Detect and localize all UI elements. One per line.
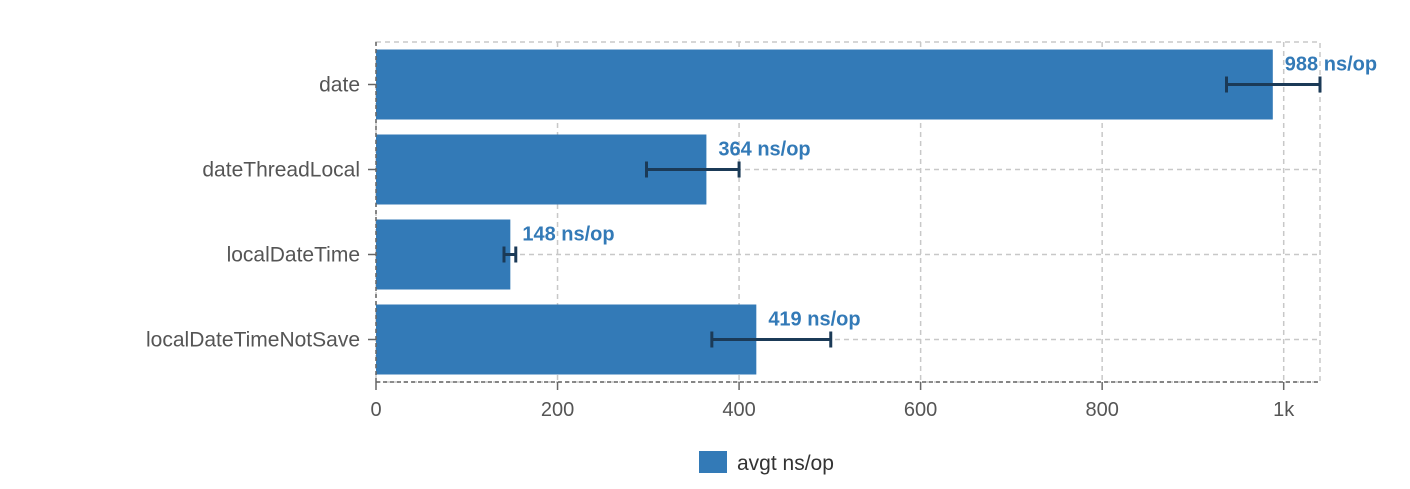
bar-localDateTimeNotSave xyxy=(376,304,757,375)
data-label-dateThreadLocal: 364 ns/op xyxy=(718,139,810,161)
bar-localDateTime xyxy=(376,219,511,290)
x-tick-label-0: 0 xyxy=(370,399,381,421)
legend-item: avgt ns/op xyxy=(699,451,834,475)
error-bar-dateThreadLocal xyxy=(644,161,741,178)
x-tick-label-5: 1k xyxy=(1273,399,1295,421)
x-tick-label-4: 800 xyxy=(1085,399,1118,421)
x-tick-label-2: 400 xyxy=(722,399,755,421)
data-label-localDateTimeNotSave: 419 ns/op xyxy=(768,309,860,331)
data-label-localDateTime: 148 ns/op xyxy=(522,224,614,246)
category-label-dateThreadLocal: dateThreadLocal xyxy=(202,159,360,182)
error-bar-localDateTimeNotSave xyxy=(710,331,833,348)
axes xyxy=(368,42,1320,390)
legend-swatch xyxy=(699,451,727,473)
x-tick-label-1: 200 xyxy=(541,399,574,421)
category-label-localDateTimeNotSave: localDateTimeNotSave xyxy=(146,329,360,352)
data-label-date: 988 ns/op xyxy=(1285,54,1377,76)
labels: 0 200 400 600 800 1k date dateThreadLocal localD… xyxy=(146,54,1377,422)
error-bar-date xyxy=(1225,76,1322,93)
category-label-date: date xyxy=(319,74,360,97)
legend-label: avgt ns/op xyxy=(737,452,834,475)
x-tick-label-3: 600 xyxy=(904,399,937,421)
error-bars xyxy=(502,76,1322,348)
category-label-localDateTime: localDateTime xyxy=(227,244,360,267)
bar-date xyxy=(376,49,1273,120)
error-bar-localDateTime xyxy=(502,246,518,263)
legend: avgt ns/op xyxy=(699,451,834,475)
